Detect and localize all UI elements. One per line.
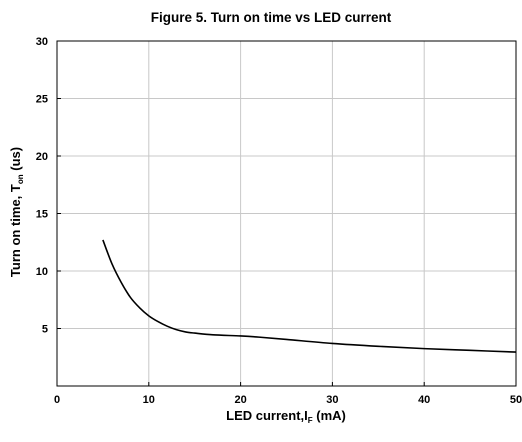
y-tick-label: 20 <box>36 151 48 163</box>
turn-on-time-curve <box>102 239 517 353</box>
y-axis-label-subscript: on <box>16 174 25 184</box>
x-tick-label: 30 <box>326 394 338 406</box>
y-axis-label-main: Turn on time, T <box>8 184 23 277</box>
x-tick-label: 20 <box>234 394 246 406</box>
y-tick-label: 30 <box>36 36 48 48</box>
y-tick-label: 10 <box>36 266 48 278</box>
y-tick-label: 25 <box>36 94 48 106</box>
y-axis-label: Turn on time, Ton (us) <box>8 147 25 277</box>
x-axis-label-unit: (mA) <box>313 408 346 423</box>
x-axis-label-subscript: F <box>308 416 313 425</box>
y-tick-label: 5 <box>42 324 48 336</box>
grid <box>57 41 516 386</box>
y-tick-label: 15 <box>36 209 48 221</box>
series <box>102 239 517 353</box>
x-axis-label-main: LED current,I <box>226 408 308 423</box>
y-axis-label-unit: (us) <box>8 147 23 174</box>
x-tick-label: 50 <box>510 394 522 406</box>
x-axis-label: LED current,IF (mA) <box>226 408 346 425</box>
x-tick-label: 40 <box>418 394 430 406</box>
x-tick-label: 10 <box>143 394 155 406</box>
chart-title: Figure 5. Turn on time vs LED current <box>151 10 392 25</box>
ticks: 0 10 20 30 40 50 5 10 15 20 25 30 <box>36 36 522 406</box>
x-tick-label: 0 <box>54 394 60 406</box>
